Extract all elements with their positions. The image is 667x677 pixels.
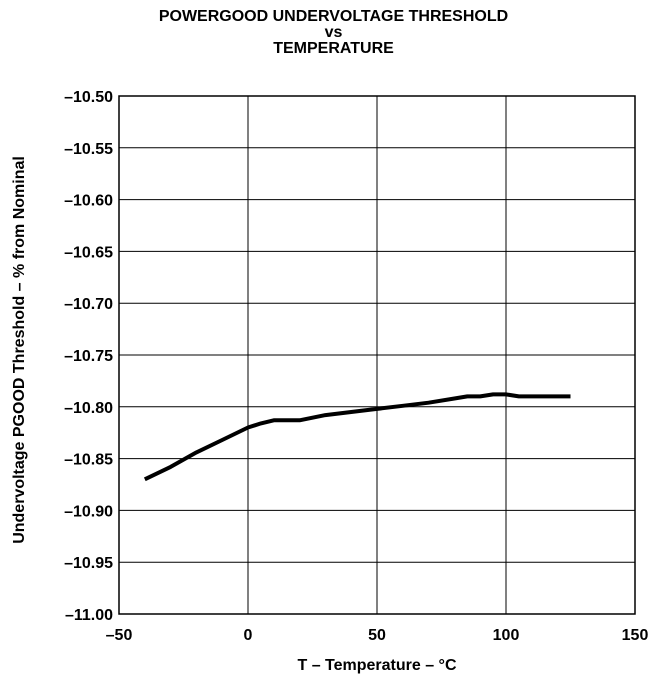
y-tick-label: –10.60 [64, 193, 113, 210]
y-tick-label: –10.95 [64, 555, 113, 572]
chart-title-line-2: vs [324, 24, 343, 41]
y-tick-label: –11.00 [65, 607, 113, 624]
y-tick-label: –10.55 [64, 141, 113, 158]
grid-lines [118, 95, 636, 615]
plot-frame [118, 95, 636, 615]
y-tick-label: –10.90 [64, 503, 113, 520]
y-tick-labels: –10.50 –10.55 –10.60 –10.65 –10.70 –10.75 –10.… [64, 89, 113, 624]
y-tick-label: –10.75 [64, 348, 113, 365]
y-tick-label: –10.65 [64, 244, 113, 261]
x-tick-label: 100 [493, 627, 520, 644]
series-line [143, 392, 571, 482]
y-tick-label: –10.80 [64, 400, 113, 417]
y-tick-label: –10.85 [64, 452, 113, 469]
data-series [143, 392, 571, 482]
chart-title-line-3: TEMPERATURE [273, 40, 394, 57]
x-tick-labels: –50 0 50 100 150 [106, 627, 649, 644]
x-tick-label: 150 [622, 627, 649, 644]
x-tick-label: 0 [244, 627, 253, 644]
y-tick-label: –10.70 [64, 296, 113, 313]
y-axis-label: Undervoltage PGOOD Threshold – % from No… [11, 156, 28, 544]
x-axis-label: T – Temperature – °C [297, 657, 456, 674]
chart-title-line-1: POWERGOOD UNDERVOLTAGE THRESHOLD [158, 8, 509, 25]
x-tick-label: –50 [106, 627, 133, 644]
y-tick-label: –10.50 [64, 89, 113, 106]
x-tick-label: 50 [368, 627, 386, 644]
